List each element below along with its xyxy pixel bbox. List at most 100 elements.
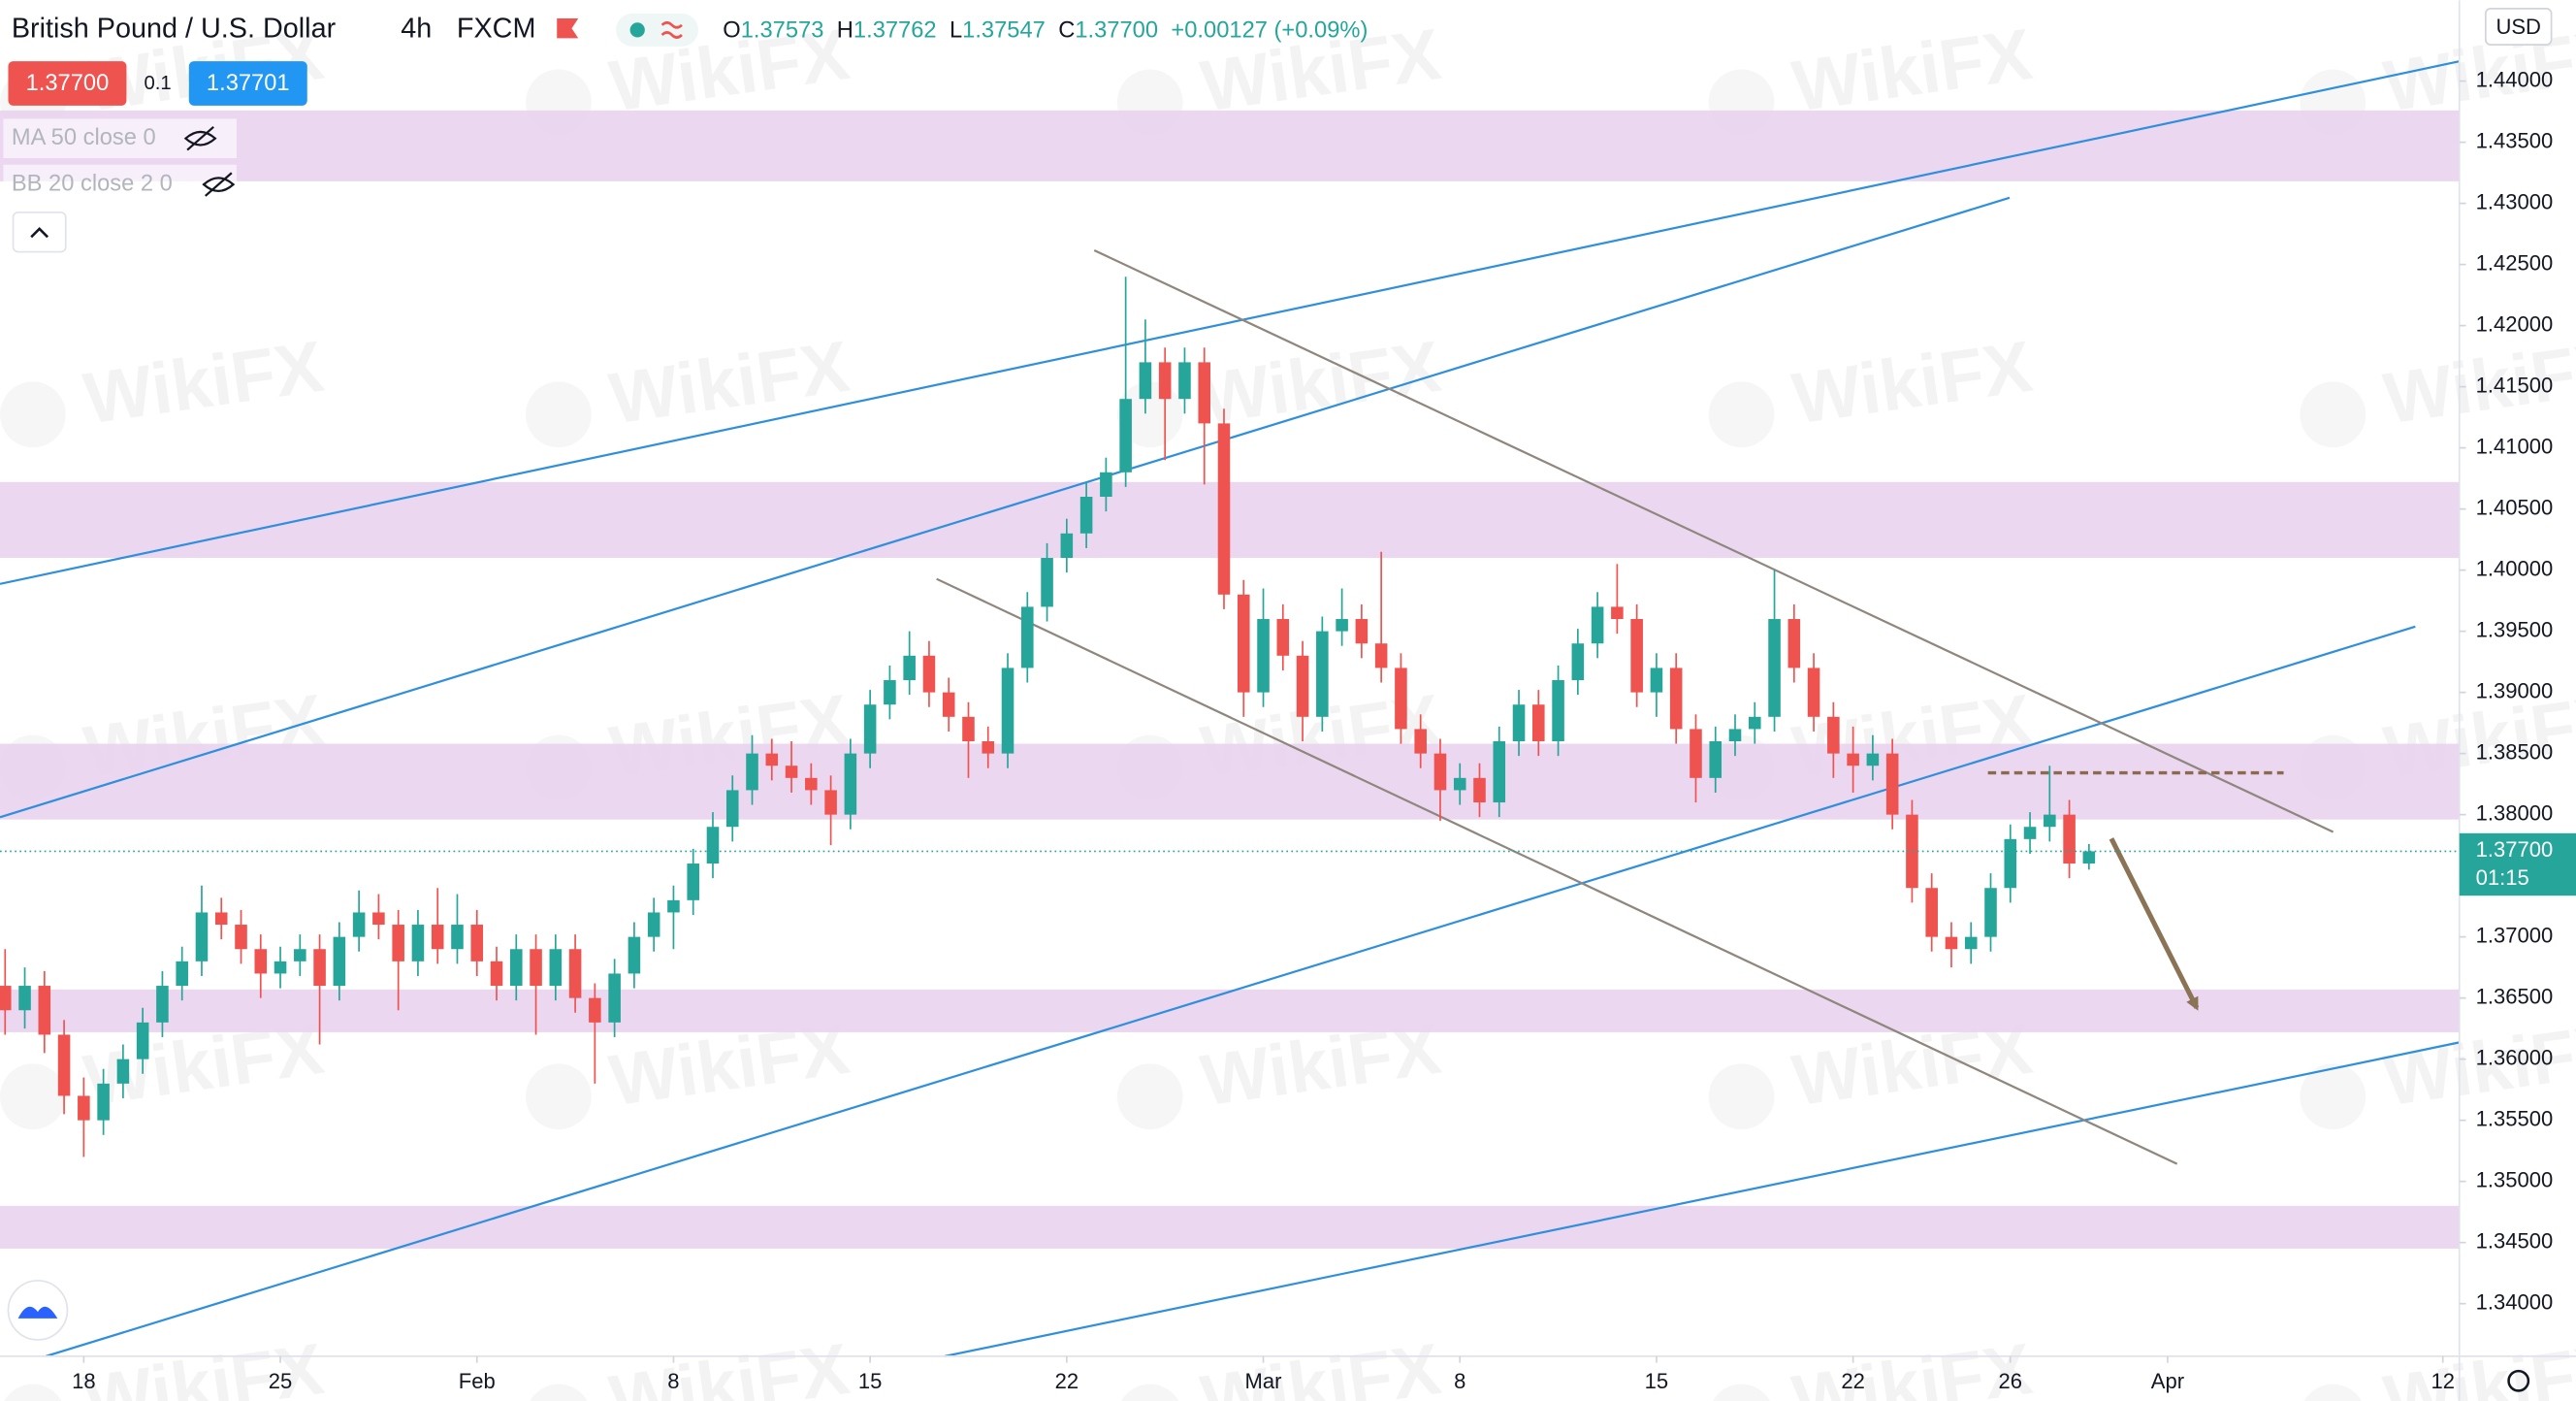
y-tick-label: 1.34000 [2476, 1289, 2554, 1314]
y-tick-label: 1.43000 [2476, 189, 2554, 213]
candle-body [1178, 362, 1191, 400]
logo [17, 1306, 58, 1319]
ask-price[interactable]: 1.37701 [207, 71, 290, 96]
y-tick-label: 1.42000 [2476, 311, 2554, 336]
candle-body [1591, 606, 1604, 644]
quote-value: 1.37573 [741, 18, 824, 44]
candle-body [97, 1083, 110, 1121]
settings-icon[interactable] [2507, 1369, 2530, 1392]
candle-body [1827, 716, 1840, 754]
candle-body [1768, 619, 1781, 717]
bid-price[interactable]: 1.37700 [26, 71, 110, 96]
x-tick-label: 22 [1055, 1369, 1079, 1393]
candle-body [1885, 753, 1899, 815]
candle-body [1079, 497, 1093, 534]
candle-body [1611, 606, 1624, 620]
y-tick-label: 1.40500 [2476, 495, 2554, 519]
candle-body [1473, 777, 1486, 803]
y-tick-label: 1.35000 [2476, 1167, 2554, 1191]
quote-label: O [723, 18, 740, 44]
y-tick-label: 1.38500 [2476, 739, 2554, 764]
x-tick-label: 25 [269, 1369, 293, 1393]
y-tick-label: 1.39500 [2476, 617, 2554, 641]
collapse-icon [30, 227, 49, 239]
y-tick-label: 1.34500 [2476, 1228, 2554, 1253]
candle-body [411, 925, 425, 961]
candle-body [2082, 851, 2096, 864]
indicator-label[interactable]: BB 20 close 2 0 [12, 171, 173, 196]
y-tick-label: 1.39000 [2476, 678, 2554, 702]
candle-body [647, 912, 660, 937]
y-tick-label: 1.41500 [2476, 373, 2554, 397]
candle-body [1355, 619, 1368, 644]
indicator-row [3, 164, 237, 205]
candle-body [254, 949, 268, 974]
candle-body [0, 986, 12, 1011]
zone [0, 743, 2460, 820]
candle-body [313, 949, 326, 987]
zones [0, 110, 2460, 1249]
candle-body [392, 925, 404, 961]
watermark-logo [1708, 381, 1775, 448]
candle-body [863, 704, 877, 754]
candle-body [1512, 704, 1526, 742]
currency[interactable]: USD [2496, 15, 2540, 39]
candle-body [235, 925, 247, 950]
candle-body [1650, 668, 1663, 693]
candle-body [372, 912, 385, 926]
last-price-label: 1.37700 [2476, 837, 2554, 862]
sell-button[interactable] [8, 61, 127, 106]
candle-body [2063, 814, 2076, 864]
candle-body [509, 949, 523, 987]
y-tick-label: 1.36000 [2476, 1045, 2554, 1069]
watermark-logo [526, 1063, 592, 1130]
candle-body [1493, 741, 1506, 803]
candle-body [1217, 423, 1231, 595]
candle-body [156, 986, 169, 1023]
currency-box[interactable] [2484, 8, 2553, 46]
y-tick-label: 1.44000 [2476, 67, 2554, 91]
buy-button[interactable] [188, 61, 307, 106]
candle-body [1316, 631, 1329, 717]
quote-value: 1.37547 [962, 18, 1046, 44]
candle-body [1748, 716, 1761, 730]
candle-body [903, 655, 916, 681]
candle-body [2044, 814, 2056, 828]
axes: 1.34000 1.34500 1.35000 1.35500 1.36000 1.365… [72, 67, 2576, 1393]
candle-body [1669, 668, 1683, 730]
hidden-eye-icon[interactable] [202, 172, 236, 197]
y-tick-label: 1.38000 [2476, 800, 2554, 825]
candle-body [1395, 668, 1407, 730]
candle-body [1807, 668, 1820, 717]
candle-body [136, 1022, 149, 1059]
candle-body [568, 949, 582, 998]
x-tick-label: 8 [667, 1369, 679, 1393]
candle-body [1984, 888, 1997, 937]
x-tick-label: 12 [2431, 1369, 2455, 1393]
candle-body [294, 949, 306, 961]
candle-body [1571, 643, 1585, 681]
indicator-label[interactable]: MA 50 close 0 [12, 125, 156, 150]
collapse-button[interactable] [12, 212, 67, 253]
y-tick-label: 1.43500 [2476, 128, 2554, 152]
candle-body [1100, 472, 1112, 498]
candle-body [2023, 827, 2037, 839]
candle-body [116, 1059, 130, 1084]
flag-icon[interactable] [557, 18, 579, 39]
candle-body [2004, 838, 2017, 889]
trend-line [0, 60, 2460, 585]
candle-body [78, 1095, 90, 1121]
candle-body [274, 961, 287, 974]
y-tick-label: 1.40000 [2476, 556, 2554, 580]
candle-body [884, 680, 896, 705]
indicator-row [3, 118, 237, 159]
symbol-title: British Pound / U.S. Dollar [12, 14, 337, 45]
candle-body [1001, 668, 1014, 754]
candle-body [1119, 399, 1132, 472]
x-tick-label: Apr [2151, 1369, 2184, 1393]
hidden-eye-icon[interactable] [183, 126, 217, 151]
forecast-arrow [2109, 837, 2200, 1011]
logo-button[interactable] [7, 1280, 69, 1341]
